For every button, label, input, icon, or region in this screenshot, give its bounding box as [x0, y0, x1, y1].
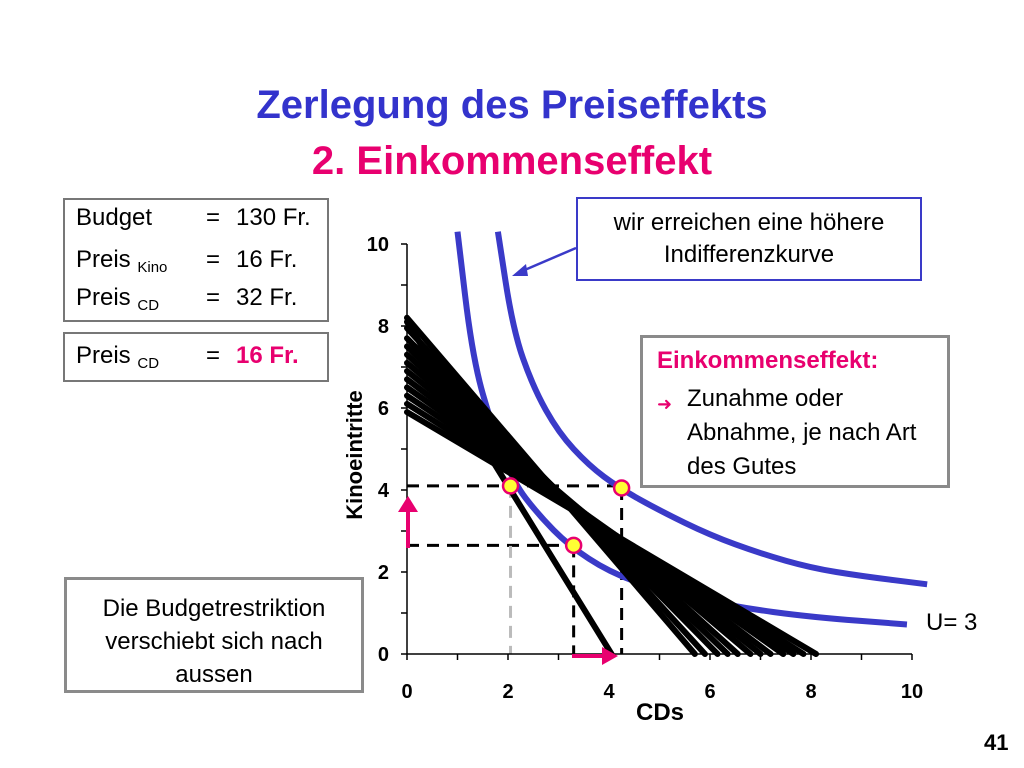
income-effect-box: Einkommenseffekt: ➜ Zunahme oder Abnahme…	[640, 335, 950, 488]
budget-box: Budget = 130 Fr. Preis Kino = 16 Fr. Pre…	[63, 198, 329, 322]
optimum-point	[612, 479, 631, 497]
y-tick-label: 6	[378, 398, 389, 420]
price-kino-label: Preis Kino	[76, 246, 168, 276]
page-number: 41	[984, 730, 1009, 755]
price-kino-equals: =	[206, 246, 221, 273]
callout-text: wir erreichen eine höhere Indifferenzkur…	[613, 209, 885, 268]
price-kino-value: 16 Fr.	[236, 246, 298, 273]
budget-shift-text: Die Budgetrestriktion verschiebt sich na…	[102, 595, 326, 688]
callout-pointer-icon	[512, 264, 528, 276]
new-price-equals: =	[206, 342, 221, 369]
price-cd-value: 32 Fr.	[236, 284, 298, 311]
price-cd-equals: =	[206, 284, 221, 311]
optimum-point	[501, 477, 520, 495]
y-tick-label: 0	[378, 644, 389, 666]
optimum-point	[564, 536, 583, 555]
indifference-curve	[454, 231, 908, 628]
utility-curve-label: U= 3	[926, 609, 978, 636]
x-tick-label: 0	[401, 681, 412, 703]
y-tick-label: 2	[378, 562, 389, 584]
y-tick-label: 8	[378, 316, 389, 338]
x-tick-label: 10	[901, 681, 923, 703]
x-axis-label: CDs	[636, 699, 685, 726]
budget-label: Budget	[76, 204, 153, 231]
x-tick-label: 8	[805, 681, 816, 703]
arrow-up-icon	[398, 496, 418, 512]
new-price-box: Preis CD = 16 Fr.	[63, 332, 329, 382]
price-cd-label: Preis CD	[76, 284, 160, 314]
callout-pointer-line	[519, 246, 577, 274]
x-tick-label: 6	[704, 681, 715, 703]
y-tick-label: 4	[378, 480, 390, 502]
budget-equals: =	[206, 204, 221, 231]
indifference-curve	[494, 231, 928, 588]
income-effect-text: Zunahme oder Abnahme, je nach Art des Gu…	[687, 385, 917, 480]
y-tick-label: 10	[367, 234, 389, 256]
new-price-cd-label: Preis CD	[76, 342, 160, 372]
x-tick-label: 4	[603, 681, 615, 703]
slide-subtitle: 2. Einkommenseffekt	[311, 139, 713, 183]
income-effect-heading: Einkommenseffekt:	[657, 347, 879, 374]
arrow-right-icon: ➜	[657, 394, 673, 414]
callout-higher-curve: wir erreichen eine höhere Indifferenzkur…	[576, 197, 922, 281]
x-tick-label: 2	[502, 681, 513, 703]
arrow-right-chart-icon	[602, 647, 618, 665]
new-price-value: 16 Fr.	[236, 342, 299, 369]
budget-shift-note: Die Budgetrestriktion verschiebt sich na…	[64, 577, 364, 693]
slide-title: Zerlegung des Preiseffekts	[256, 83, 768, 127]
budget-value: 130 Fr.	[236, 204, 311, 231]
budget-line	[404, 409, 820, 657]
